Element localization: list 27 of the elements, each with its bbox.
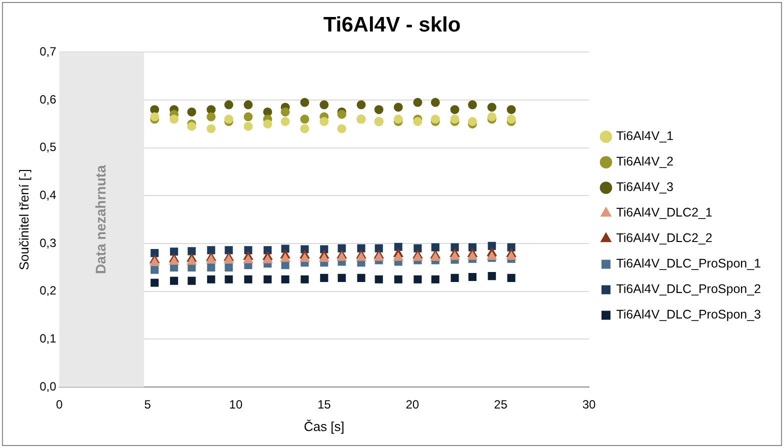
- chart-title: Ti6Al4V - sklo: [323, 13, 461, 36]
- y-tick-label: 0,3: [40, 236, 57, 250]
- legend-label: Ti6Al4V_DLC2_2: [616, 231, 712, 246]
- x-tick-label: 25: [494, 398, 508, 412]
- y-tick-label: 0,7: [40, 44, 57, 59]
- x-tick-label: 20: [406, 398, 420, 412]
- y-tick-label: 0,1: [40, 331, 57, 346]
- y-tick-label: 0,0: [40, 379, 57, 394]
- y-tick-label: 0,4: [40, 188, 57, 202]
- legend-label: Ti6Al4V_DLC_ProSpon_1: [616, 256, 762, 271]
- x-axis-title: Čas [s]: [304, 418, 344, 434]
- legend-label: Ti6Al4V_DLC_ProSpon_2: [616, 282, 762, 296]
- x-tick-label: 5: [144, 398, 152, 412]
- y-tick-label: 0,6: [40, 92, 57, 106]
- y-tick-label: 0,5: [40, 140, 57, 154]
- band-label: Data nezahrnuta: [92, 164, 109, 274]
- legend-label: Ti6Al4V_1: [616, 129, 674, 144]
- y-tick-label: 0,2: [40, 284, 57, 298]
- x-tick-label: 30: [582, 398, 596, 412]
- x-tick-label: 15: [317, 398, 332, 412]
- legend-label: Ti6Al4V_DLC2_1: [616, 206, 712, 220]
- legend-label: Ti6Al4V_3: [616, 180, 674, 194]
- y-axis-title: Součinitel tření [-]: [16, 169, 32, 270]
- legend-label: Ti6Al4V_DLC_ProSpon_3: [616, 308, 762, 322]
- x-tick-label: 0: [56, 398, 63, 412]
- legend-label: Ti6Al4V_2: [616, 154, 674, 169]
- x-tick-label: 10: [229, 398, 243, 412]
